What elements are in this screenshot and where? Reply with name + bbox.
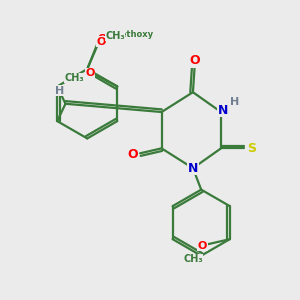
Text: N: N	[188, 162, 198, 175]
Text: CH₃: CH₃	[64, 73, 84, 83]
Text: O: O	[98, 34, 107, 44]
Text: O: O	[85, 68, 94, 78]
Text: O: O	[127, 148, 138, 161]
Text: H: H	[55, 85, 64, 96]
Text: N: N	[218, 104, 228, 117]
Text: O: O	[96, 37, 106, 47]
Text: H: H	[230, 97, 239, 107]
Text: S: S	[247, 142, 256, 155]
Text: O: O	[189, 54, 200, 67]
Text: CH₃: CH₃	[106, 31, 125, 41]
Text: CH₃: CH₃	[184, 254, 203, 264]
Text: methoxy: methoxy	[112, 30, 153, 39]
Text: O: O	[198, 241, 207, 251]
